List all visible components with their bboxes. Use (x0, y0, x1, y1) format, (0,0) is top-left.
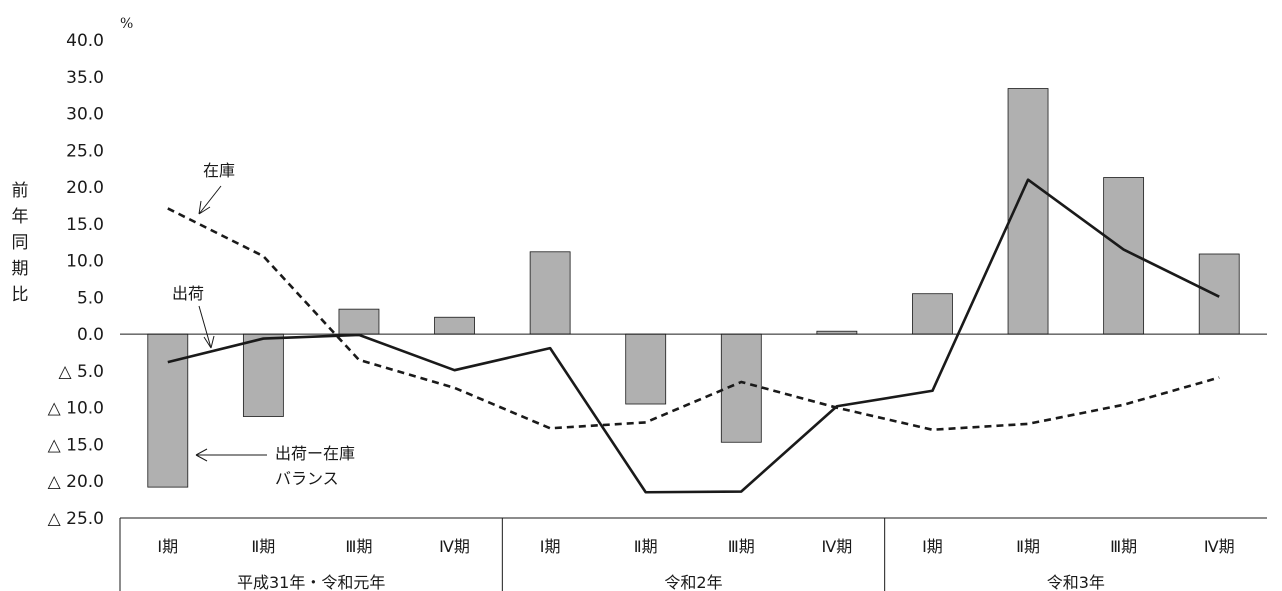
x-axis-categories: Ⅰ期 Ⅱ期 Ⅲ期 Ⅳ期 Ⅰ期 Ⅱ期 Ⅲ期 Ⅳ期 Ⅰ期 Ⅱ期 Ⅲ期 Ⅳ期 (157, 537, 1234, 556)
y-axis-ticks: 40.0 35.0 30.0 25.0 20.0 15.0 10.0 5.0 0.0 △ 5.0 △… (48, 31, 104, 529)
y-axis-label-char: 前 (12, 181, 29, 201)
annotation-zaiko: 在庫 (198, 161, 235, 215)
y-tick-label: 5.0 (77, 288, 104, 308)
unit-label: % (120, 16, 133, 32)
x-tick-label: Ⅰ期 (540, 537, 561, 556)
axes (119, 333, 1267, 591)
x-tick-label: Ⅱ期 (1016, 537, 1040, 556)
y-tick-label: 25.0 (66, 141, 104, 161)
y-axis-label-char: 同 (12, 233, 29, 253)
y-tick-label: △ 20.0 (48, 472, 104, 492)
bar (1198, 253, 1240, 335)
x-tick-label: Ⅱ期 (251, 537, 275, 556)
x-tick-label: Ⅲ期 (1110, 537, 1137, 556)
y-axis-label-char: 比 (12, 285, 29, 305)
bar (529, 251, 571, 335)
x-tick-label: Ⅲ期 (728, 537, 755, 556)
y-tick-label: 35.0 (66, 68, 104, 88)
x-tick-label: Ⅰ期 (157, 537, 178, 556)
y-axis-label: 前 年 同 期 比 (12, 181, 29, 305)
y-tick-label: △ 5.0 (58, 362, 104, 382)
annotation-balance-arrow (195, 448, 267, 462)
bar (720, 333, 762, 443)
annotation-shukka-label: 出荷 (172, 284, 204, 303)
x-group-label: 平成31年・令和元年 (237, 573, 385, 591)
y-tick-label: △ 15.0 (48, 435, 104, 455)
bar (625, 333, 667, 405)
line-zaiko (167, 207, 1220, 432)
y-tick-label: 20.0 (66, 178, 104, 198)
y-tick-label: 40.0 (66, 31, 104, 51)
annotation-shukka: 出荷 (172, 284, 215, 349)
x-tick-label: Ⅲ期 (345, 537, 372, 556)
x-tick-label: Ⅰ期 (922, 537, 943, 556)
y-axis-label-char: 年 (12, 207, 29, 227)
y-axis-label-char: 期 (12, 259, 29, 279)
bar (147, 333, 189, 488)
x-tick-label: Ⅳ期 (1204, 537, 1235, 556)
x-tick-label: Ⅳ期 (439, 537, 470, 556)
y-tick-label: 15.0 (66, 215, 104, 235)
annotation-shukka-arrow (198, 305, 215, 349)
annotation-zaiko-arrow (198, 185, 222, 215)
annotation-zaiko-label: 在庫 (203, 161, 235, 180)
bar (434, 316, 475, 335)
line-shukka (167, 178, 1220, 494)
x-tick-label: Ⅱ期 (634, 537, 658, 556)
y-tick-label: △ 10.0 (48, 399, 104, 419)
bar (912, 293, 953, 335)
x-axis-groups: 平成31年・令和元年 令和2年 令和3年 (237, 573, 1105, 591)
y-tick-label: △ 25.0 (48, 509, 104, 529)
annotation-balance-line2: バランス (275, 469, 339, 488)
x-tick-label: Ⅳ期 (821, 537, 852, 556)
x-group-label: 令和2年 (664, 573, 722, 591)
line-series (167, 178, 1220, 494)
y-tick-label: 0.0 (77, 325, 104, 345)
x-group-label: 令和3年 (1047, 573, 1105, 591)
y-tick-label: 10.0 (66, 252, 104, 272)
y-tick-label: 30.0 (66, 105, 104, 125)
bar (338, 308, 380, 335)
annotation-balance: 出荷ー在庫 バランス (195, 444, 355, 488)
annotation-balance-line1: 出荷ー在庫 (275, 444, 355, 463)
bar (242, 333, 284, 417)
bar-series (147, 88, 1240, 488)
